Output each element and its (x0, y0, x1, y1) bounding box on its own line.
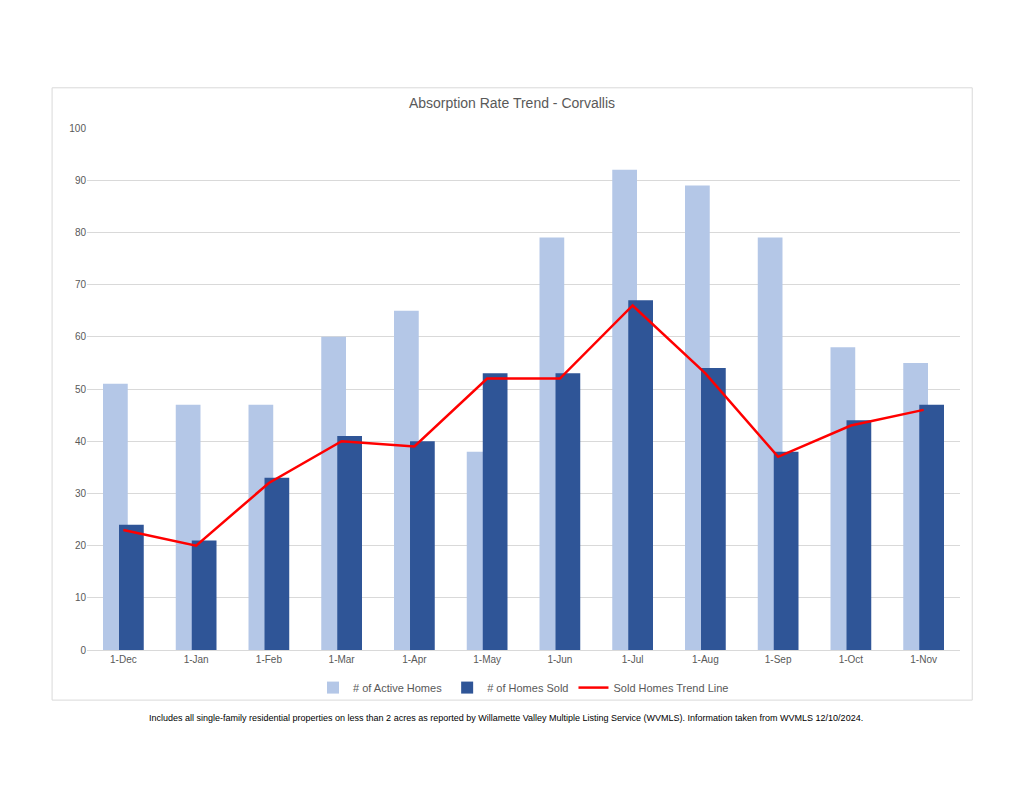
svg-text:1-Nov: 1-Nov (910, 654, 937, 665)
svg-text:# of Active Homes: # of Active Homes (353, 682, 442, 694)
svg-text:Absorption Rate Trend - Corval: Absorption Rate Trend - Corvallis (409, 95, 615, 111)
svg-text:1-Mar: 1-Mar (329, 654, 356, 665)
svg-text:70: 70 (75, 279, 87, 290)
svg-text:80: 80 (75, 227, 87, 238)
svg-text:30: 30 (75, 488, 87, 499)
svg-text:1-Jan: 1-Jan (184, 654, 209, 665)
svg-text:10: 10 (75, 592, 87, 603)
svg-text:20: 20 (75, 540, 87, 551)
svg-text:1-Oct: 1-Oct (839, 654, 864, 665)
svg-text:1-May: 1-May (473, 654, 501, 665)
svg-text:1-Jun: 1-Jun (547, 654, 572, 665)
svg-text:40: 40 (75, 436, 87, 447)
svg-text:100: 100 (69, 123, 86, 134)
svg-text:0: 0 (80, 645, 86, 656)
svg-text:# of Homes Sold: # of Homes Sold (487, 682, 568, 694)
svg-text:1-Aug: 1-Aug (692, 654, 719, 665)
svg-text:90: 90 (75, 175, 87, 186)
svg-text:1-Feb: 1-Feb (256, 654, 283, 665)
svg-text:1-Jul: 1-Jul (622, 654, 644, 665)
svg-text:Sold Homes Trend Line: Sold Homes Trend Line (613, 682, 728, 694)
svg-text:1-Sep: 1-Sep (765, 654, 792, 665)
svg-text:60: 60 (75, 331, 87, 342)
svg-text:50: 50 (75, 384, 87, 395)
svg-text:Includes all single-family res: Includes all single-family residential p… (149, 713, 863, 723)
svg-text:1-Dec: 1-Dec (110, 654, 137, 665)
svg-text:1-Apr: 1-Apr (402, 654, 427, 665)
